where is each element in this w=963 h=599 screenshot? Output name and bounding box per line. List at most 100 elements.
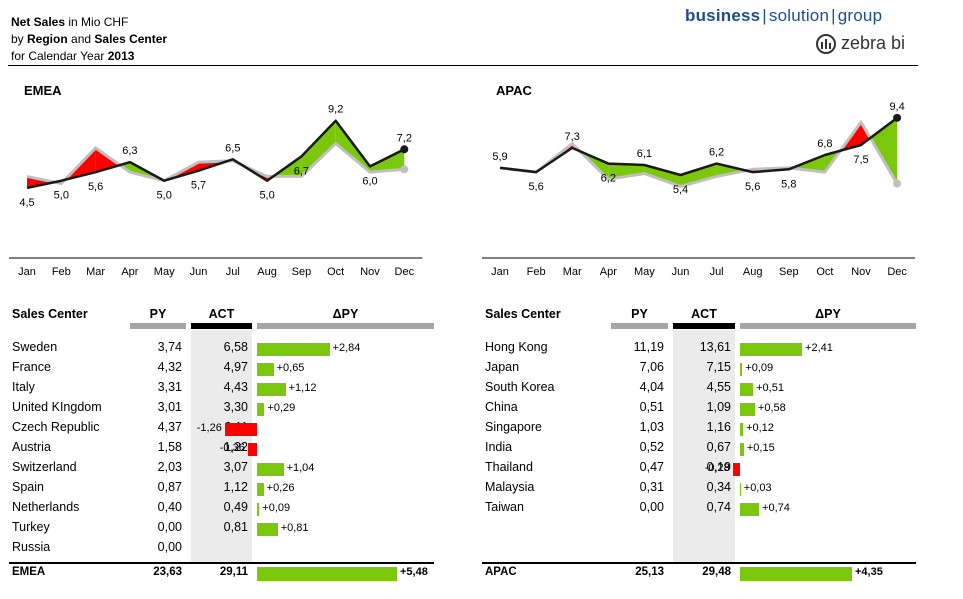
emea-row-py: 3,01 [157, 400, 182, 414]
emea-act-header-bar [191, 323, 252, 329]
apac-header-delta: ΔPY [815, 307, 841, 321]
emea-row-name: Turkey [12, 520, 50, 534]
emea-variance-area [273, 156, 302, 177]
emea-row-act: 6,58 [223, 340, 248, 354]
apac-row-delta-label: +0,12 [746, 422, 774, 434]
apac-row-act: 13,61 [699, 340, 731, 354]
apac-row-act: 1,16 [706, 420, 731, 434]
apac-data-label: 7,5 [853, 154, 868, 166]
emea-month-label: Aug [257, 266, 277, 278]
emea-row-delta-label: -0,36 [219, 442, 245, 454]
apac-py-header-bar [611, 323, 668, 329]
emea-row-act: 4,97 [223, 360, 248, 374]
emea-row-py: 3,31 [157, 380, 182, 394]
apac-row-delta-bar [740, 383, 754, 396]
apac-row-delta-bar [740, 443, 744, 456]
emea-row-delta-label: +0,09 [262, 502, 291, 514]
emea-row-delta-bar [257, 523, 278, 536]
apac-row-act: 0,74 [706, 500, 731, 514]
emea-row-name: United KIngdom [12, 400, 102, 414]
emea-py-header-bar [130, 323, 186, 329]
apac-row-delta-bar [740, 503, 760, 516]
apac-month-label: Sep [779, 266, 799, 278]
emea-row-py: 4,32 [157, 360, 182, 374]
emea-row-delta-label: +1,12 [288, 382, 317, 394]
emea-row-delta-bar [257, 483, 264, 496]
emea-data-label: 5,0 [54, 190, 69, 202]
apac-act-column-shade [673, 330, 735, 562]
emea-act-line [26, 119, 405, 190]
emea-row-delta-label: +2,84 [332, 342, 361, 354]
emea-row-delta-label: +1,04 [286, 462, 315, 474]
emea-act-column-shade [191, 330, 252, 562]
emea-month-label: Jan [18, 266, 36, 278]
apac-data-label: 9,4 [889, 101, 904, 113]
emea-total-delta-label: +5,48 [400, 566, 428, 578]
apac-variance-area [680, 163, 717, 187]
emea-data-label: 5,6 [88, 181, 103, 193]
apac-total-act: 29,48 [702, 566, 731, 578]
emea-month-label: Oct [327, 266, 344, 278]
report-title: Net Sales in Mio CHF by Region and Sales… [11, 14, 167, 65]
apac-row-delta-label: +0,03 [743, 482, 772, 494]
emea-data-label: 5,7 [191, 180, 206, 192]
emea-variance-area [64, 147, 96, 180]
emea-row-name: Spain [12, 480, 44, 494]
emea-header-sales-center: Sales Center [12, 307, 88, 321]
apac-row-delta-bar [740, 363, 743, 376]
emea-row-act: 0,49 [223, 500, 248, 514]
apac-row-name: Malaysia [485, 480, 535, 494]
apac-py-line [499, 120, 899, 188]
emea-row-delta-label: +0,81 [280, 522, 309, 534]
apac-row-py: 0,31 [639, 480, 664, 494]
apac-row-act: 0,19 [706, 460, 731, 474]
apac-data-label: 6,2 [709, 147, 724, 159]
emea-data-label: 4,5 [19, 197, 34, 209]
apac-month-label: Oct [816, 266, 833, 278]
header-divider [8, 65, 918, 66]
emea-row-name: Austria [12, 440, 51, 454]
emea-row-act: 3,30 [223, 400, 248, 414]
apac-variance-area [608, 163, 645, 180]
emea-header-py: PY [149, 307, 167, 321]
emea-row-name: Netherlands [12, 500, 80, 514]
apac-sales-table: Sales Center PY ACT ΔPY Hong Kong 11,19 13,61 +… [475, 300, 963, 599]
emea-row-py: 0,40 [157, 500, 182, 514]
apac-row-name: India [485, 440, 513, 454]
emea-month-label: Dec [395, 266, 415, 278]
emea-data-label: 6,7 [294, 165, 309, 177]
emea-row-delta-label: +0,65 [276, 362, 305, 374]
apac-data-label: 5,9 [492, 151, 507, 163]
apac-data-label: 5,8 [781, 178, 796, 190]
apac-delta-header-bar [740, 323, 916, 329]
emea-month-label: Jun [190, 266, 208, 278]
emea-total-name: EMEA [12, 566, 46, 578]
apac-row-delta-label: +0,51 [756, 382, 784, 394]
emea-row-delta-bar [247, 443, 257, 456]
apac-row-act: 4,55 [706, 380, 731, 394]
apac-month-label: May [634, 266, 655, 278]
apac-row-delta-bar [740, 343, 803, 356]
apac-month-label: Jun [672, 266, 690, 278]
emea-month-label: Jul [226, 266, 240, 278]
apac-row-name: Thailand [485, 460, 533, 474]
apac-total-py: 25,13 [635, 566, 664, 578]
apac-data-label: 7,3 [565, 131, 580, 143]
emea-row-py: 2,03 [157, 460, 182, 474]
apac-row-py: 1,03 [639, 420, 664, 434]
emea-row-delta-bar [257, 363, 274, 376]
apac-act-line [499, 116, 898, 177]
emea-variance-area [370, 149, 405, 173]
apac-py-end-point [893, 179, 902, 188]
apac-row-name: China [485, 400, 518, 414]
emea-row-delta-bar [257, 343, 330, 356]
apac-row-delta-label: +0,58 [757, 402, 786, 414]
apac-header-py: PY [631, 307, 648, 321]
emea-row-act: 3,07 [223, 460, 248, 474]
apac-row-py: 11,19 [633, 340, 664, 354]
apac-chart-title: APAC [496, 83, 532, 98]
apac-row-act: 0,34 [706, 480, 731, 494]
apac-row-delta-label: +2,41 [805, 342, 833, 354]
apac-row-delta-bar [740, 423, 744, 436]
emea-row-act: 1,22 [223, 440, 248, 454]
